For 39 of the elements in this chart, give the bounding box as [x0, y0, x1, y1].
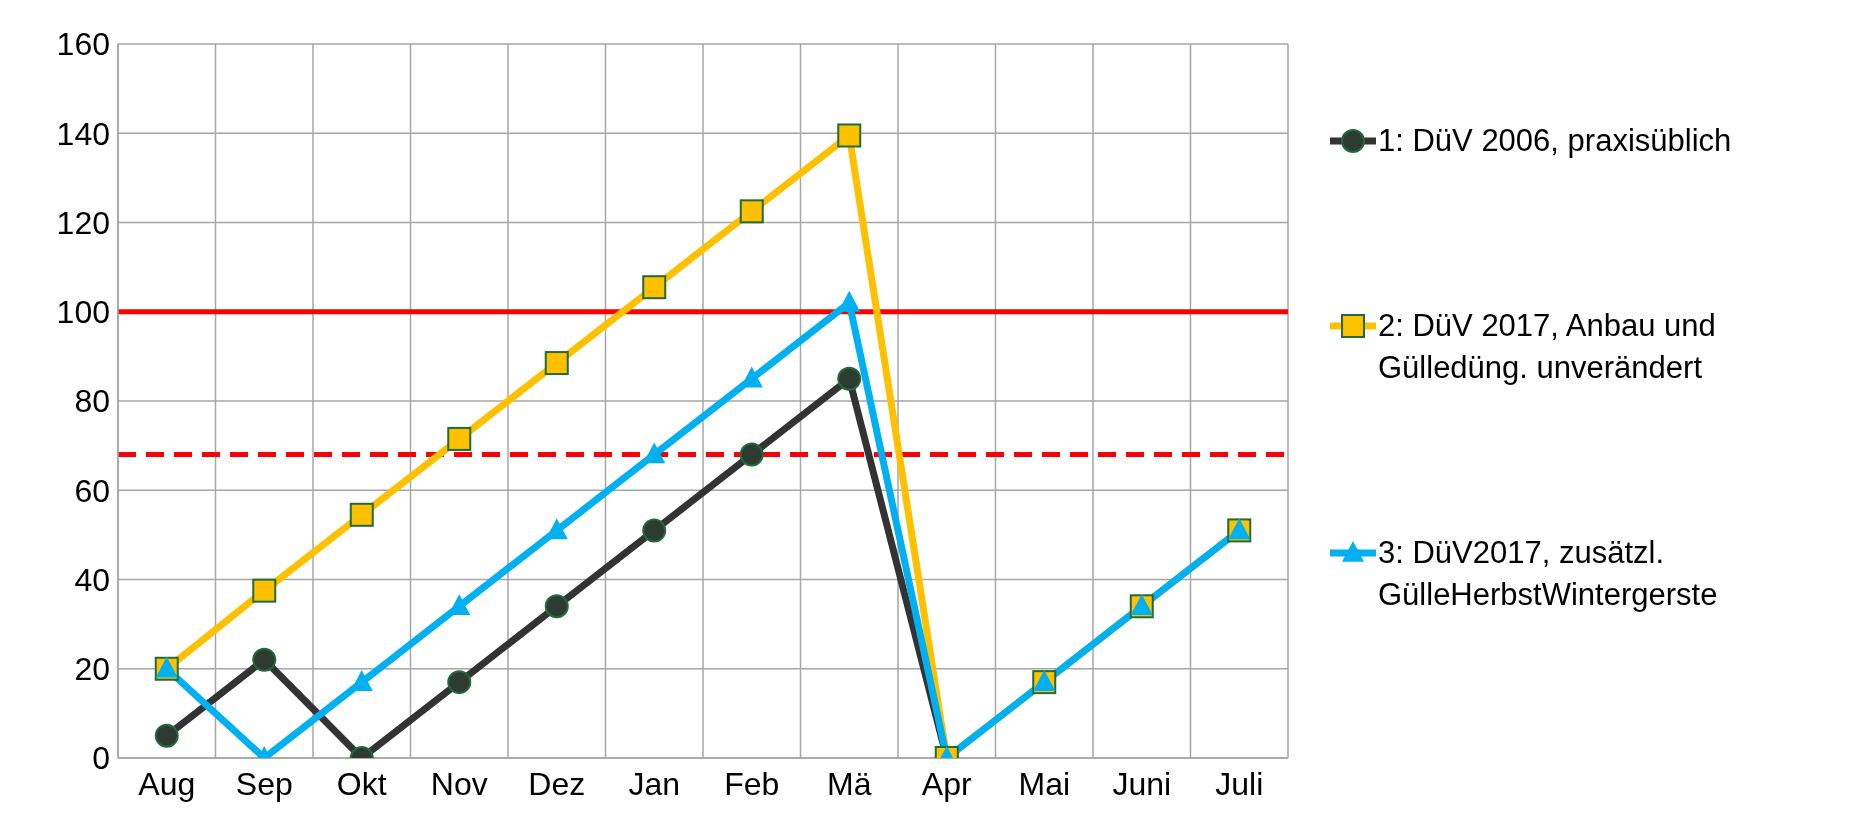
- point: [544, 594, 569, 619]
- point: [252, 647, 277, 672]
- point: [447, 426, 472, 451]
- x-tick-label: Juli: [1215, 765, 1264, 802]
- point: [349, 502, 374, 527]
- x-tick-label: Feb: [724, 765, 780, 802]
- point: [154, 723, 179, 748]
- x-tick-label: Dez: [528, 765, 586, 802]
- y-tick-label: 160: [56, 26, 110, 63]
- y-tick-label: 100: [56, 294, 110, 331]
- point: [837, 123, 862, 148]
- point: [252, 578, 277, 603]
- point: [739, 199, 764, 224]
- x-tick-label: Mai: [1018, 765, 1071, 802]
- y-tick-label: 40: [74, 561, 110, 598]
- point: [544, 351, 569, 376]
- y-tick-label: 0: [92, 740, 110, 777]
- point: [642, 275, 667, 300]
- x-tick-label: Apr: [921, 765, 972, 802]
- y-tick-label: 140: [56, 115, 110, 152]
- point: [739, 442, 764, 467]
- x-tick-label: Jan: [628, 765, 681, 802]
- y-tick-label: 120: [56, 204, 110, 241]
- x-tick-label: Mä: [827, 765, 872, 802]
- x-tick-label: Aug: [138, 765, 196, 802]
- x-tick-label: Sep: [235, 765, 293, 802]
- legend-label: 3: DüV2017, zusätzl. GülleHerbstWintergerste: [1378, 534, 1719, 615]
- x-tick-label: Nov: [430, 765, 488, 802]
- y-tick-label: 80: [74, 383, 110, 420]
- y-tick-label: 60: [74, 472, 110, 509]
- point: [643, 442, 666, 464]
- legend-label: 2: DüV 2017, Anbau und Gülledüng. unverändert: [1378, 307, 1717, 387]
- x-tick-label: Juni: [1112, 765, 1172, 802]
- point: [837, 366, 862, 391]
- legend-label: 1: DüV 2006, praxisüblich: [1378, 121, 1733, 160]
- x-tick-label: Okt: [336, 765, 387, 802]
- point: [447, 670, 472, 695]
- point: [642, 518, 667, 543]
- y-tick-label: 20: [74, 651, 110, 688]
